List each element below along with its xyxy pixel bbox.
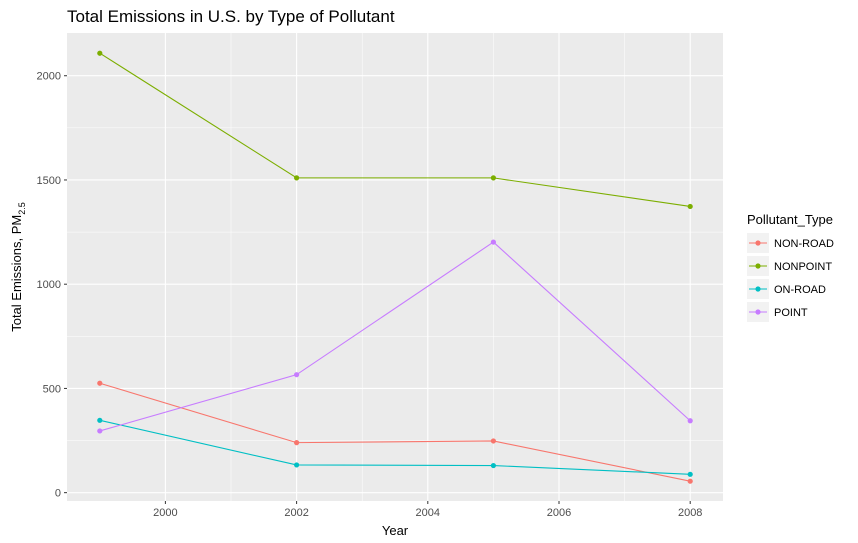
legend: NON-ROAD NONPOINT ON-ROAD POINT (747, 233, 834, 322)
y-tick-label: 0 (55, 488, 61, 500)
series-line-non-road (99, 382, 691, 482)
x-tick-label: 2004 (416, 507, 440, 519)
legend-label: NONPOINT (774, 261, 832, 273)
data-point-non-road (294, 440, 300, 446)
plot-panel (67, 33, 723, 501)
legend-item-nonpoint: NONPOINT (747, 256, 832, 276)
chart-title: Total Emissions in U.S. by Type of Pollu… (67, 7, 395, 26)
y-axis: 0 500 1000 1500 2000 (37, 71, 67, 500)
legend-key-point (755, 240, 761, 246)
data-point-point (97, 428, 103, 434)
x-axis: 2000 2002 2004 2006 2008 (153, 501, 702, 519)
data-point-non-road (490, 438, 496, 444)
y-tick-label: 2000 (37, 71, 61, 83)
y-tick-label: 1500 (37, 175, 61, 187)
data-point-point (687, 418, 693, 424)
series-line-nonpoint (99, 52, 691, 207)
legend-item-point: POINT (747, 302, 808, 322)
legend-title: Pollutant_Type (747, 212, 833, 227)
data-point-nonpoint (97, 50, 103, 56)
x-tick-label: 2008 (678, 507, 702, 519)
data-point-on-road (490, 462, 496, 469)
series-line-on-road (99, 419, 691, 475)
legend-label: NON-ROAD (774, 238, 834, 250)
y-axis-title-subscript: 2.5 (17, 202, 27, 215)
grid (67, 33, 723, 501)
data-point-non-road (97, 380, 103, 386)
series-layer (97, 50, 693, 484)
x-tick-label: 2000 (153, 507, 177, 519)
legend-item-non-road: NON-ROAD (747, 233, 834, 253)
data-point-non-road (687, 478, 693, 484)
data-point-point (490, 239, 496, 245)
legend-label: ON-ROAD (774, 284, 826, 296)
x-tick-label: 2002 (284, 507, 308, 519)
legend-key-point (755, 309, 761, 315)
y-axis-title: Total Emissions, PM2.5 (9, 202, 27, 332)
x-axis-title: Year (382, 523, 409, 538)
y-tick-label: 1000 (37, 279, 61, 291)
legend-label: POINT (774, 307, 808, 319)
data-point-nonpoint (294, 175, 300, 181)
data-point-on-road (687, 471, 693, 477)
data-point-on-road (97, 417, 103, 423)
data-point-nonpoint (687, 203, 693, 210)
y-tick-label: 500 (43, 383, 61, 395)
data-point-nonpoint (490, 175, 496, 181)
data-point-point (294, 372, 300, 378)
x-tick-label: 2006 (547, 507, 571, 519)
legend-item-on-road: ON-ROAD (747, 279, 826, 299)
legend-key-point (755, 263, 761, 269)
y-axis-title-main: Total Emissions, PM (9, 215, 24, 332)
legend-key-point (755, 286, 761, 292)
series-line-point (99, 241, 691, 432)
data-point-on-road (294, 462, 300, 468)
